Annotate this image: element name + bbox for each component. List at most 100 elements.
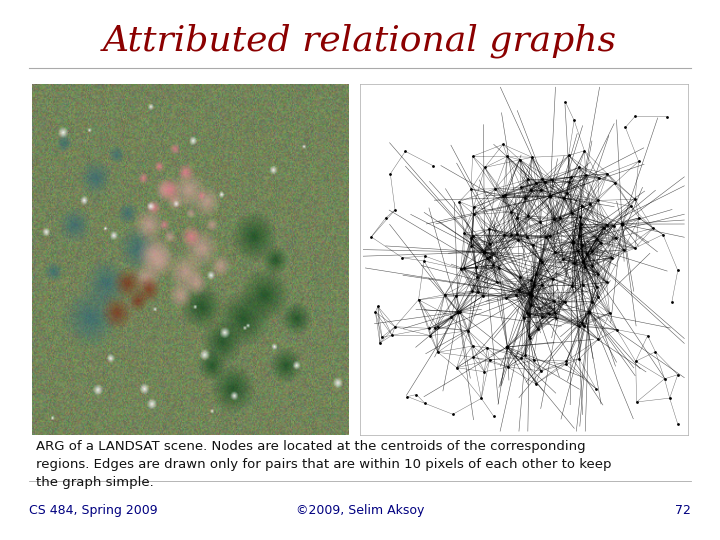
- Point: [634, 214, 645, 222]
- Point: [598, 224, 609, 232]
- Point: [672, 370, 683, 379]
- Point: [557, 255, 569, 264]
- Point: [482, 254, 493, 262]
- Point: [578, 322, 590, 330]
- Point: [576, 241, 588, 249]
- Point: [608, 221, 619, 230]
- Point: [397, 253, 408, 262]
- Point: [439, 291, 451, 299]
- Point: [432, 348, 444, 356]
- Point: [490, 184, 501, 193]
- Point: [522, 175, 534, 184]
- Point: [498, 231, 510, 240]
- Point: [467, 232, 478, 240]
- Point: [568, 259, 580, 268]
- Point: [567, 237, 579, 246]
- Point: [500, 293, 512, 302]
- Point: [536, 186, 547, 194]
- Point: [618, 246, 629, 254]
- Point: [544, 232, 555, 240]
- Point: [575, 224, 586, 232]
- Point: [592, 269, 603, 278]
- Point: [447, 410, 459, 418]
- Point: [459, 229, 470, 238]
- Point: [526, 301, 537, 309]
- Point: [574, 163, 585, 172]
- Point: [566, 209, 577, 218]
- Point: [462, 327, 474, 335]
- Point: [410, 390, 422, 399]
- Point: [472, 288, 483, 296]
- Point: [604, 309, 616, 318]
- Point: [523, 332, 535, 340]
- Point: [390, 322, 401, 331]
- Point: [484, 356, 495, 364]
- Point: [413, 295, 424, 304]
- Point: [526, 153, 538, 161]
- Point: [539, 178, 551, 186]
- Point: [513, 286, 524, 294]
- Point: [625, 202, 636, 211]
- Point: [544, 192, 556, 200]
- Point: [536, 312, 548, 321]
- Point: [384, 170, 396, 178]
- Point: [484, 225, 495, 233]
- Point: [520, 351, 531, 360]
- Point: [559, 298, 570, 306]
- Point: [468, 210, 480, 219]
- Point: [472, 273, 483, 281]
- Point: [524, 334, 536, 342]
- Point: [543, 309, 554, 318]
- Point: [532, 325, 544, 333]
- Point: [380, 214, 392, 222]
- Point: [530, 179, 541, 187]
- Point: [548, 215, 559, 224]
- Point: [521, 309, 533, 318]
- Point: [629, 244, 641, 253]
- Point: [511, 230, 523, 239]
- Point: [550, 313, 562, 322]
- Point: [458, 264, 469, 273]
- Point: [526, 291, 537, 300]
- Point: [565, 173, 577, 181]
- Point: [536, 280, 548, 289]
- Point: [450, 292, 462, 300]
- Point: [419, 399, 431, 408]
- Point: [477, 292, 488, 300]
- Point: [593, 292, 604, 301]
- Point: [485, 253, 496, 262]
- Point: [466, 241, 477, 250]
- Point: [468, 203, 480, 212]
- Point: [528, 355, 539, 364]
- Point: [649, 347, 661, 356]
- Point: [521, 233, 532, 241]
- Point: [647, 224, 659, 233]
- Point: [573, 354, 585, 363]
- Point: [505, 208, 517, 217]
- Point: [593, 173, 605, 182]
- Text: ©2009, Selim Aksoy: ©2009, Selim Aksoy: [296, 504, 424, 517]
- Point: [467, 152, 478, 160]
- Point: [630, 357, 642, 366]
- Point: [559, 194, 570, 202]
- Point: [376, 333, 387, 341]
- Point: [590, 283, 602, 292]
- Point: [454, 307, 466, 316]
- Point: [374, 339, 386, 347]
- Text: Attributed relational graphs: Attributed relational graphs: [103, 23, 617, 58]
- Point: [572, 247, 584, 255]
- Point: [600, 278, 612, 287]
- Point: [583, 308, 595, 316]
- Point: [536, 258, 548, 266]
- Point: [386, 331, 397, 340]
- Point: [631, 397, 642, 406]
- Point: [546, 175, 558, 184]
- Point: [535, 367, 546, 375]
- Point: [592, 196, 603, 205]
- Point: [429, 323, 441, 332]
- Point: [577, 280, 588, 289]
- Point: [535, 218, 546, 226]
- Point: [497, 191, 508, 200]
- Point: [561, 357, 572, 366]
- Point: [536, 175, 548, 184]
